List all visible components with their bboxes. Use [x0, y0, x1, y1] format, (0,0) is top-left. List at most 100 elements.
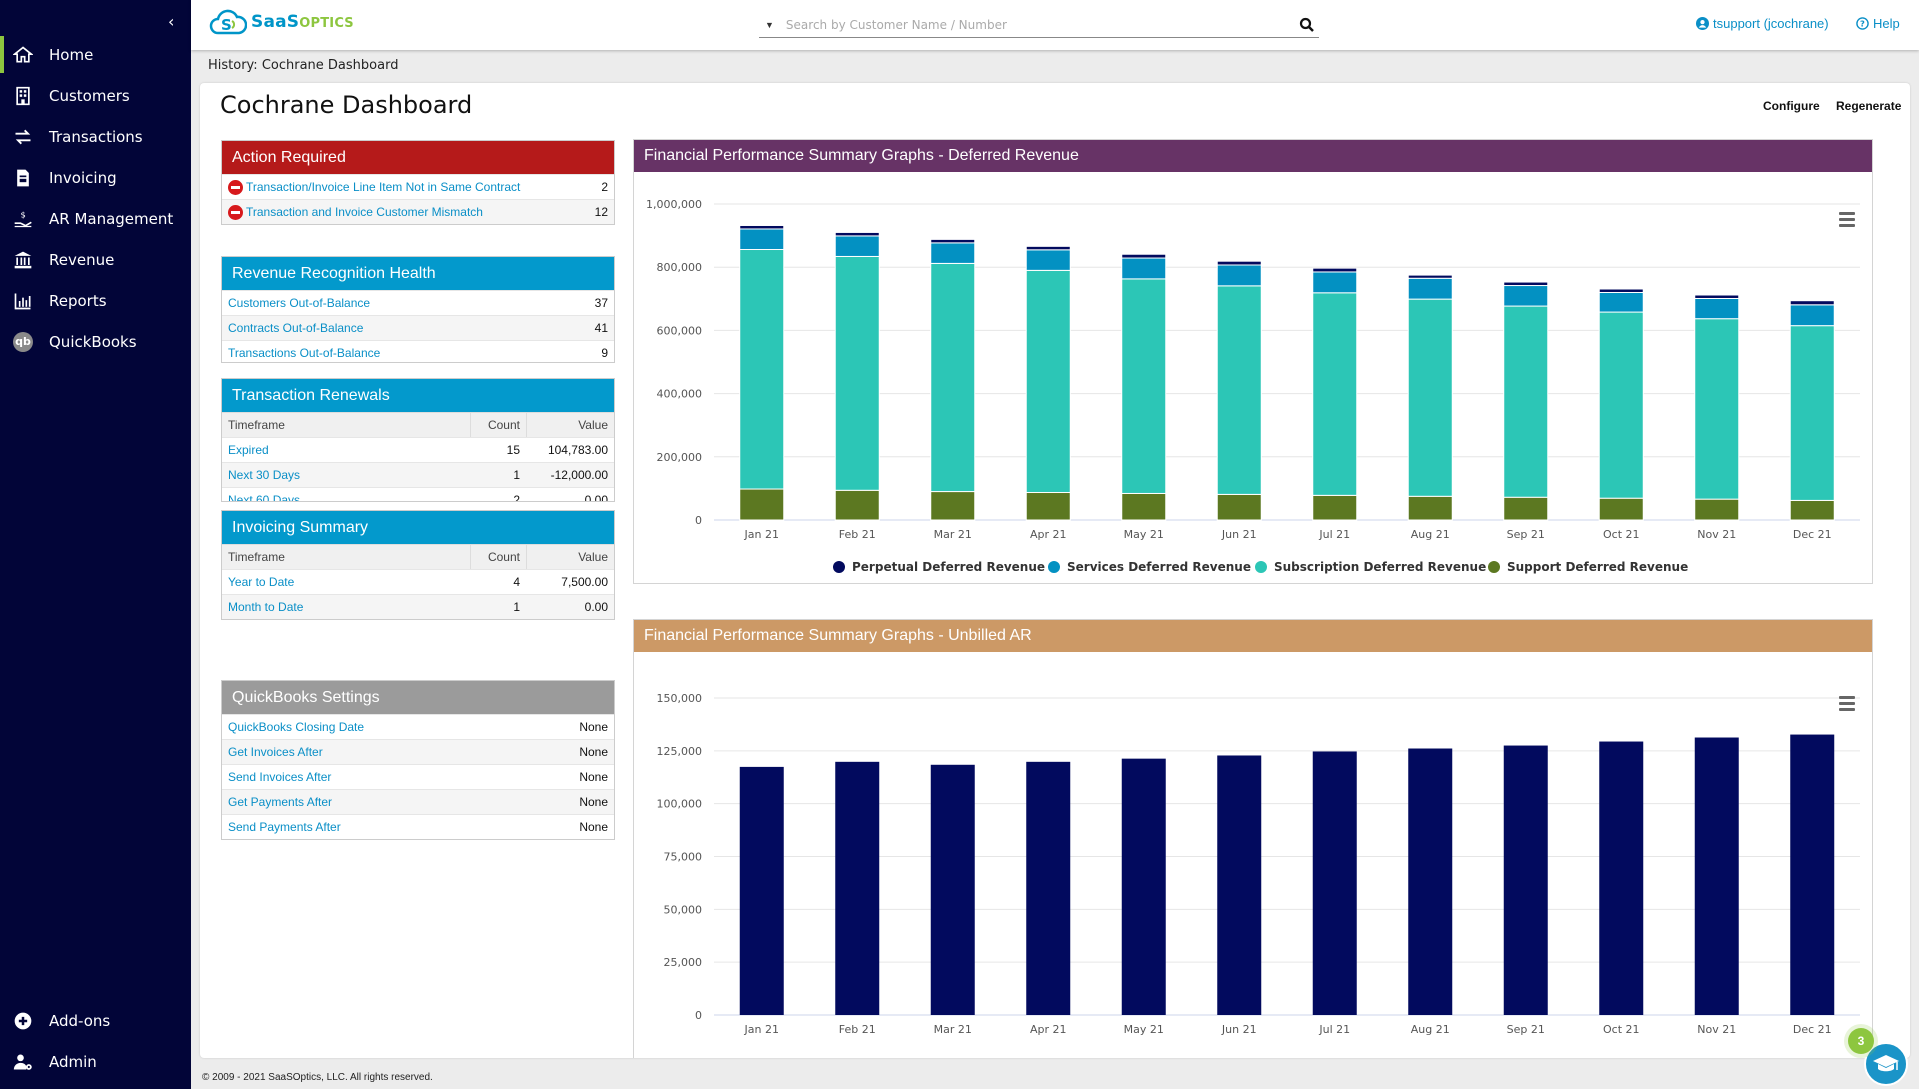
- sidebar-item-ar-management[interactable]: $ AR Management: [0, 198, 191, 239]
- bar-perpetual-deferred-revenue[interactable]: [1121, 253, 1167, 259]
- bar-services-deferred-revenue[interactable]: [1694, 297, 1740, 320]
- bar-subscription-deferred-revenue[interactable]: [1789, 325, 1835, 501]
- row-link[interactable]: Month to Date: [228, 600, 304, 614]
- setting-link[interactable]: QuickBooks Closing Date: [228, 720, 365, 734]
- legend-item[interactable]: Perpetual Deferred Revenue: [833, 560, 1045, 574]
- bar-subscription-deferred-revenue[interactable]: [930, 262, 976, 493]
- search-icon[interactable]: [1299, 17, 1315, 33]
- bar-services-deferred-revenue[interactable]: [930, 242, 976, 264]
- bar-unbilled-ar[interactable]: [1408, 748, 1453, 1015]
- bar-unbilled-ar[interactable]: [835, 761, 880, 1015]
- bar-subscription-deferred-revenue[interactable]: [1407, 298, 1453, 497]
- row-link[interactable]: Next 30 Days: [228, 468, 301, 482]
- bar-subscription-deferred-revenue[interactable]: [1216, 285, 1262, 495]
- bar-perpetual-deferred-revenue[interactable]: [1216, 260, 1262, 266]
- bar-unbilled-ar[interactable]: [739, 766, 784, 1015]
- setting-link[interactable]: Send Invoices After: [228, 770, 332, 784]
- bar-services-deferred-revenue[interactable]: [1598, 291, 1644, 313]
- user-menu-link[interactable]: tsupport (jcochrane): [1696, 16, 1829, 31]
- bar-unbilled-ar[interactable]: [1503, 745, 1548, 1015]
- bar-perpetual-deferred-revenue[interactable]: [1407, 274, 1453, 279]
- bar-support-deferred-revenue[interactable]: [739, 488, 785, 521]
- sidebar-item-reports[interactable]: Reports: [0, 280, 191, 321]
- bar-services-deferred-revenue[interactable]: [1503, 285, 1549, 307]
- bar-services-deferred-revenue[interactable]: [1312, 271, 1358, 294]
- bar-unbilled-ar[interactable]: [1694, 737, 1739, 1015]
- brand-logo[interactable]: S SaaSOPTICS: [209, 7, 354, 37]
- sidebar-item-quickbooks[interactable]: qb QuickBooks: [0, 321, 191, 362]
- bar-services-deferred-revenue[interactable]: [1789, 304, 1835, 327]
- legend-item[interactable]: Services Deferred Revenue: [1048, 560, 1251, 574]
- bar-subscription-deferred-revenue[interactable]: [1312, 292, 1358, 496]
- setting-link[interactable]: Get Payments After: [228, 795, 333, 809]
- bar-support-deferred-revenue[interactable]: [1598, 497, 1644, 521]
- configure-button[interactable]: Configure: [1763, 99, 1820, 113]
- bar-support-deferred-revenue[interactable]: [930, 491, 976, 521]
- bar-subscription-deferred-revenue[interactable]: [739, 249, 785, 490]
- bar-perpetual-deferred-revenue[interactable]: [1312, 267, 1358, 273]
- list-item-link[interactable]: Transactions Out-of-Balance: [228, 346, 381, 360]
- learning-center-button[interactable]: [1864, 1042, 1908, 1086]
- help-link[interactable]: ? Help: [1856, 16, 1900, 31]
- bar-support-deferred-revenue[interactable]: [1312, 494, 1358, 521]
- bar-perpetual-deferred-revenue[interactable]: [1503, 281, 1549, 287]
- customer-search-input[interactable]: [785, 17, 1299, 32]
- bar-subscription-deferred-revenue[interactable]: [1025, 269, 1071, 494]
- row-link[interactable]: Expired: [228, 443, 269, 457]
- bar-support-deferred-revenue[interactable]: [1694, 498, 1740, 521]
- bar-services-deferred-revenue[interactable]: [1216, 264, 1262, 287]
- bar-services-deferred-revenue[interactable]: [1025, 249, 1071, 271]
- bar-services-deferred-revenue[interactable]: [834, 235, 880, 257]
- bar-subscription-deferred-revenue[interactable]: [1121, 278, 1167, 494]
- bar-support-deferred-revenue[interactable]: [834, 489, 880, 521]
- bar-perpetual-deferred-revenue[interactable]: [1025, 245, 1071, 251]
- sidebar-item-transactions[interactable]: Transactions: [0, 116, 191, 157]
- bar-unbilled-ar[interactable]: [1026, 761, 1071, 1015]
- setting-link[interactable]: Get Invoices After: [228, 745, 323, 759]
- bar-services-deferred-revenue[interactable]: [1121, 257, 1167, 280]
- bar-support-deferred-revenue[interactable]: [1789, 499, 1835, 521]
- bar-support-deferred-revenue[interactable]: [1216, 493, 1262, 521]
- bar-support-deferred-revenue[interactable]: [1121, 492, 1167, 521]
- bar-unbilled-ar[interactable]: [1599, 741, 1644, 1015]
- sidebar-item-invoicing[interactable]: Invoicing: [0, 157, 191, 198]
- row-link[interactable]: Year to Date: [228, 575, 295, 589]
- list-item-link[interactable]: Transaction and Invoice Customer Mismatc…: [228, 204, 595, 220]
- bar-support-deferred-revenue[interactable]: [1503, 496, 1549, 521]
- bar-perpetual-deferred-revenue[interactable]: [1694, 294, 1740, 299]
- bar-perpetual-deferred-revenue[interactable]: [739, 224, 785, 230]
- bar-support-deferred-revenue[interactable]: [1407, 495, 1453, 521]
- list-item-link[interactable]: Contracts Out-of-Balance: [228, 321, 364, 335]
- bar-perpetual-deferred-revenue[interactable]: [1598, 288, 1644, 293]
- sidebar-item-customers[interactable]: Customers: [0, 75, 191, 116]
- sidebar-item-revenue[interactable]: Revenue: [0, 239, 191, 280]
- bar-unbilled-ar[interactable]: [1217, 755, 1262, 1015]
- bar-services-deferred-revenue[interactable]: [1407, 277, 1453, 300]
- chevron-left-icon[interactable]: ‹: [168, 12, 175, 31]
- bar-unbilled-ar[interactable]: [1790, 734, 1835, 1015]
- sidebar-item-add-ons[interactable]: Add-ons: [0, 1000, 191, 1041]
- bar-services-deferred-revenue[interactable]: [739, 228, 785, 251]
- sidebar-item-admin[interactable]: Admin: [0, 1041, 191, 1082]
- search-filter-dropdown-icon[interactable]: ▼: [765, 19, 774, 30]
- chart-menu-icon[interactable]: [1839, 696, 1855, 711]
- bar-perpetual-deferred-revenue[interactable]: [1789, 300, 1835, 306]
- bar-perpetual-deferred-revenue[interactable]: [834, 231, 880, 237]
- bar-unbilled-ar[interactable]: [1312, 751, 1357, 1015]
- list-item-link[interactable]: Transaction/Invoice Line Item Not in Sam…: [228, 179, 601, 195]
- bar-support-deferred-revenue[interactable]: [1025, 492, 1071, 521]
- chart-menu-icon[interactable]: [1839, 212, 1855, 227]
- row-link[interactable]: Next 60 Days: [228, 493, 301, 502]
- legend-item[interactable]: Support Deferred Revenue: [1488, 560, 1688, 574]
- sidebar-item-home[interactable]: Home: [0, 34, 191, 75]
- setting-link[interactable]: Send Payments After: [228, 820, 341, 834]
- bar-subscription-deferred-revenue[interactable]: [834, 255, 880, 491]
- bar-subscription-deferred-revenue[interactable]: [1503, 305, 1549, 498]
- regenerate-button[interactable]: Regenerate: [1836, 99, 1902, 113]
- bar-subscription-deferred-revenue[interactable]: [1694, 318, 1740, 500]
- legend-item[interactable]: Subscription Deferred Revenue: [1255, 560, 1486, 574]
- list-item-link[interactable]: Customers Out-of-Balance: [228, 296, 371, 310]
- bar-subscription-deferred-revenue[interactable]: [1598, 311, 1644, 499]
- bar-unbilled-ar[interactable]: [1121, 758, 1166, 1015]
- bar-perpetual-deferred-revenue[interactable]: [930, 238, 976, 244]
